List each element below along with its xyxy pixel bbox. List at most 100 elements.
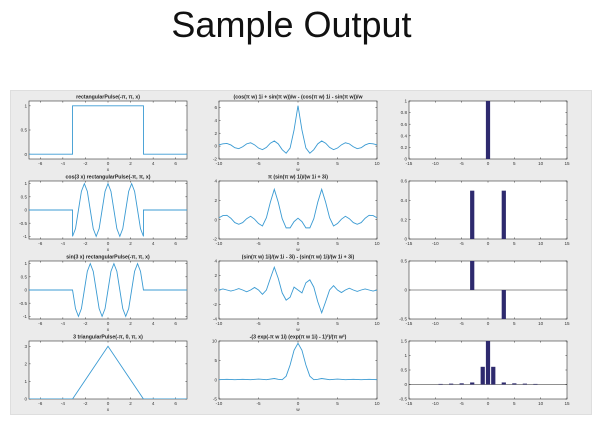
subplot-title: -(3 exp(-π w 1i) (exp(π w 1i) - 1)²)/(π … [250,335,347,341]
x-tick-label: 10 [538,241,544,246]
y-tick-label: 1 [24,181,27,186]
series-line-1 [29,345,187,399]
y-tick-label: 0.6 [401,122,408,127]
plot-area [28,340,188,400]
subplot-2: (cos(π w) 1i + sin(π w))/w - (cos(π w) 1… [213,95,380,174]
x-axis-label: w [296,168,300,173]
x-tick-label: 0 [487,321,490,326]
y-tick-label: 0 [404,382,407,387]
x-tick-label: 10 [538,321,544,326]
x-tick-label: -4 [61,401,66,406]
x-axis-label: x [107,408,110,413]
bar [501,382,506,385]
y-tick-label: 4 [214,118,217,123]
x-tick-label: 15 [564,161,570,166]
x-tick-label: 0 [297,161,300,166]
y-tick-label: 0 [24,152,27,157]
subplot-1: rectangularPulse(-π, π, x) -6 -4 -2 0 2 4 6 0 0.5… [21,95,188,173]
subplot-title: (cos(π w) 1i + sin(π w))/w - (cos(π w) 1… [233,95,363,101]
x-tick-label: 0 [487,161,490,166]
x-tick-label: -5 [460,321,465,326]
series-line-1 [219,342,377,381]
y-tick-label: -1 [23,234,28,239]
x-tick-label: -2 [83,241,88,246]
y-tick-label: 0 [24,208,27,213]
x-tick-label: -5 [460,241,465,246]
y-tick-label: 0.5 [401,368,408,373]
bar [459,383,464,385]
subplot-title: cos(3 x) rectangularPulse(-π, π, x) [66,175,151,181]
y-tick-label: 0 [404,288,407,293]
y-tick-label: 4 [214,179,217,184]
x-tick-label: -5 [256,241,261,246]
x-tick-label: 5 [336,321,339,326]
x-tick-label: 0 [107,161,110,166]
x-tick-label: 10 [538,401,544,406]
x-tick-label: 5 [513,401,516,406]
x-tick-label: 0 [297,241,300,246]
x-tick-label: -15 [406,241,413,246]
y-tick-label: -0.5 [19,301,27,306]
y-tick-label: 0 [214,288,217,293]
x-tick-label: 0 [107,241,110,246]
y-tick-label: 0.5 [21,194,28,199]
y-tick-label: 0 [24,288,27,293]
x-tick-label: 0 [107,321,110,326]
subplot-title: 3 triangularPulse(-π, 0, π, x) [73,335,143,341]
x-tick-label: -5 [460,161,465,166]
x-tick-label: 10 [374,321,380,326]
x-tick-label: -2 [83,321,88,326]
y-tick-label: 0 [214,217,217,222]
x-tick-label: -6 [38,321,43,326]
x-tick-label: -10 [216,321,223,326]
x-axis-label: x [107,168,110,173]
y-tick-label: -0.5 [399,317,407,322]
x-tick-label: -5 [256,161,261,166]
series-line-1 [29,262,187,318]
x-tick-label: 6 [174,321,177,326]
y-tick-label: 0.5 [401,259,408,264]
series-line-1 [29,105,187,155]
bar [438,383,443,385]
subplot-7: sin(3 x) rectangularPulse(-π, π, x) -6 -4 -… [19,255,188,333]
subplot-4: cos(3 x) rectangularPulse(-π, π, x) -6 -4 -… [19,175,188,253]
y-tick-label: 6 [214,105,217,110]
x-tick-label: 5 [513,161,516,166]
bar [470,190,475,239]
x-tick-label: -10 [432,401,439,406]
x-tick-label: 5 [336,401,339,406]
x-tick-label: 0 [297,401,300,406]
y-tick-label: 1.5 [401,339,408,344]
x-tick-label: 0 [297,321,300,326]
x-tick-label: -10 [216,241,223,246]
x-tick-label: -6 [38,241,43,246]
subplot-title: sin(3 x) rectangularPulse(-π, π, x) [66,255,150,261]
x-axis-label: w [296,408,300,413]
y-tick-label: 2 [214,131,217,136]
x-tick-label: -6 [38,401,43,406]
x-tick-label: -2 [83,161,88,166]
bar [485,101,491,159]
bar [501,290,506,319]
bar [449,383,454,385]
x-tick-label: 6 [174,241,177,246]
y-tick-label: -4 [213,317,218,322]
x-tick-label: 2 [129,401,132,406]
plot-area [218,340,378,400]
bar [501,190,506,239]
bar [470,382,475,385]
subplot-12: -15 -10 -5 0 5 10 15 -0.5 0 0.5 1 1.5 [399,339,570,406]
x-tick-label: 4 [152,241,155,246]
bar [485,341,491,385]
x-tick-label: -10 [432,321,439,326]
y-tick-label: 1 [24,261,27,266]
y-tick-label: 0 [214,377,217,382]
x-axis-label: w [296,328,300,333]
x-tick-label: 5 [336,241,339,246]
subplot-title: (sin(π w) 1i)/(w 1i - 3i) - (sin(π w) 1i… [242,255,355,261]
subplot-title: rectangularPulse(-π, π, x) [76,95,140,101]
y-tick-label: 0.2 [401,217,408,222]
subplot-6: -15 -10 -5 0 5 10 15 0 0.2 0.4 0.6 [401,179,570,246]
x-tick-label: -10 [432,241,439,246]
x-axis-label: x [107,328,110,333]
